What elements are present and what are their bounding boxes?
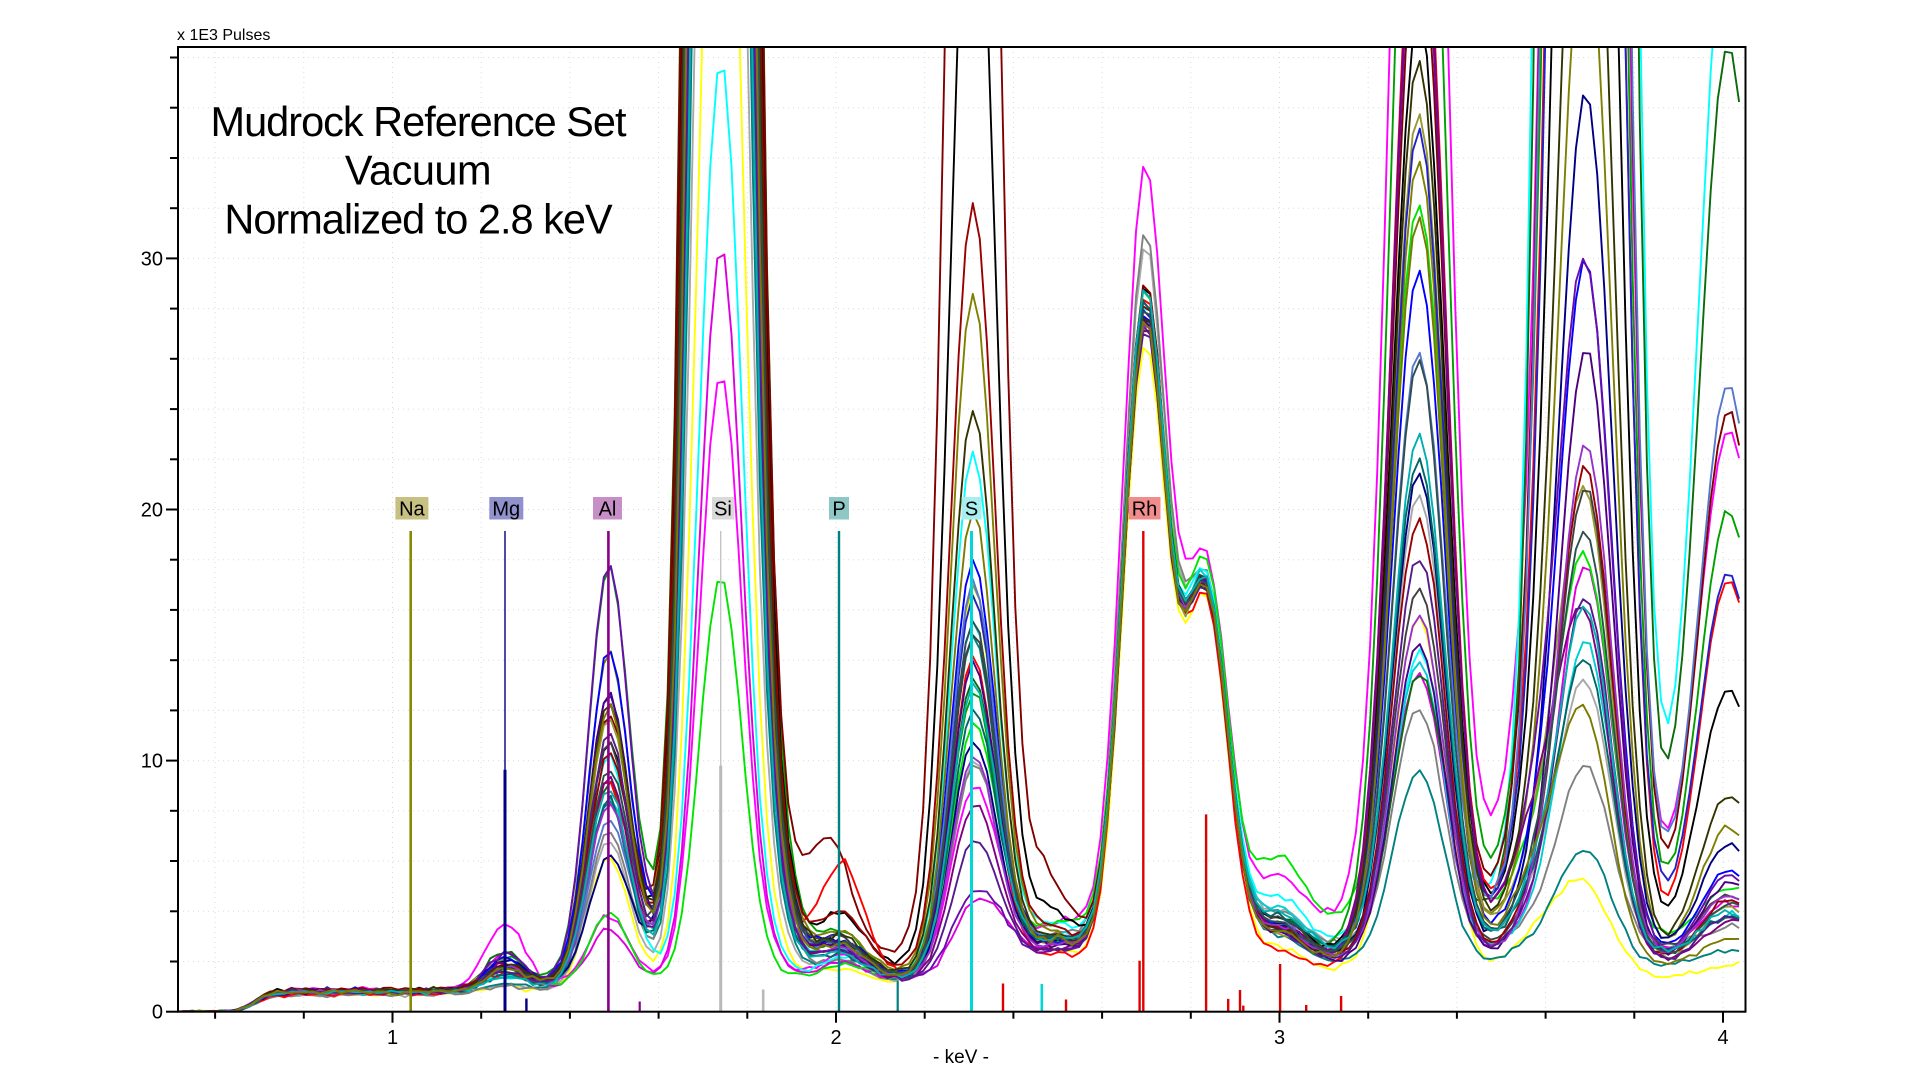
svg-text:x 1E3 Pulses: x 1E3 Pulses xyxy=(177,27,270,44)
svg-text:30: 30 xyxy=(141,248,163,270)
svg-text:S: S xyxy=(965,499,978,521)
svg-text:Mudrock Reference Set: Mudrock Reference Set xyxy=(211,98,627,145)
svg-text:2: 2 xyxy=(830,1027,841,1049)
svg-text:Na: Na xyxy=(399,499,425,521)
svg-text:20: 20 xyxy=(141,499,163,521)
svg-text:0: 0 xyxy=(152,1002,163,1024)
svg-text:Al: Al xyxy=(599,499,617,521)
svg-text:P: P xyxy=(832,499,845,521)
svg-text:- keV -: - keV - xyxy=(933,1047,989,1068)
svg-text:Normalized to 2.8 keV: Normalized to 2.8 keV xyxy=(224,195,613,242)
svg-text:Vacuum: Vacuum xyxy=(345,147,491,194)
svg-text:Si: Si xyxy=(714,499,732,521)
svg-text:3: 3 xyxy=(1274,1027,1285,1049)
svg-text:Rh: Rh xyxy=(1132,499,1158,521)
svg-text:4: 4 xyxy=(1717,1027,1728,1049)
svg-text:Mg: Mg xyxy=(492,499,520,521)
svg-text:10: 10 xyxy=(141,751,163,773)
svg-text:1: 1 xyxy=(387,1027,398,1049)
